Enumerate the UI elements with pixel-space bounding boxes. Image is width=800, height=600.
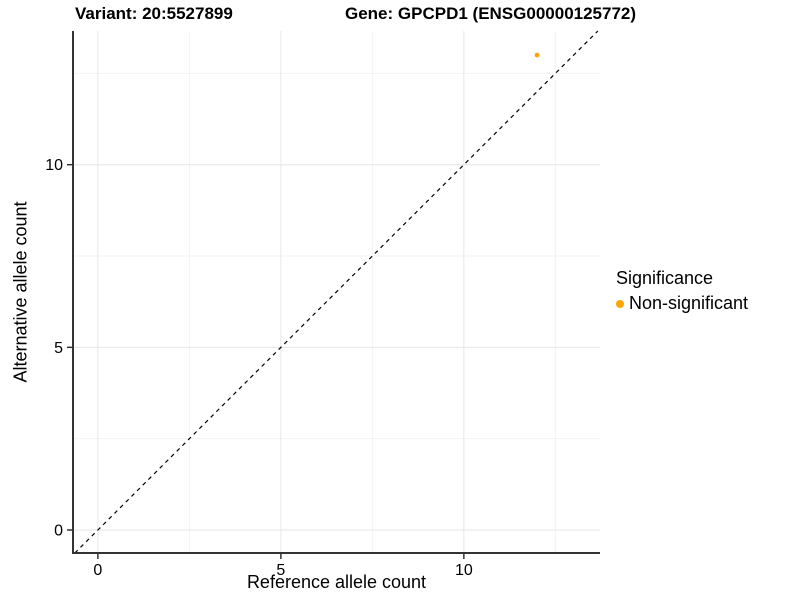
x-tick-label: 5 [276, 562, 285, 579]
legend-item-label: Non-significant [629, 293, 749, 313]
data-point [534, 52, 540, 58]
legend: Significance Non-significant [616, 268, 748, 314]
legend-title: Significance [616, 268, 714, 288]
x-tick-label: 0 [93, 562, 102, 579]
y-axis-title: Alternative allele count [10, 201, 31, 383]
legend-point-swatch-icon [616, 299, 624, 308]
plot-title-gene: Gene: GPCPD1 (ENSG00000125772) [345, 4, 637, 23]
x-axis-title: Reference allele count [246, 572, 427, 592]
y-tick-label: 0 [54, 522, 63, 539]
x-tick-label: 10 [455, 562, 473, 579]
plot-title-variant: Variant: 20:5527899 [75, 4, 233, 23]
identity-dashed-line [74, 30, 599, 554]
legend-item: Non-significant [616, 293, 748, 314]
y-tick-label: 10 [45, 157, 63, 174]
y-tick-label: 5 [54, 340, 63, 357]
